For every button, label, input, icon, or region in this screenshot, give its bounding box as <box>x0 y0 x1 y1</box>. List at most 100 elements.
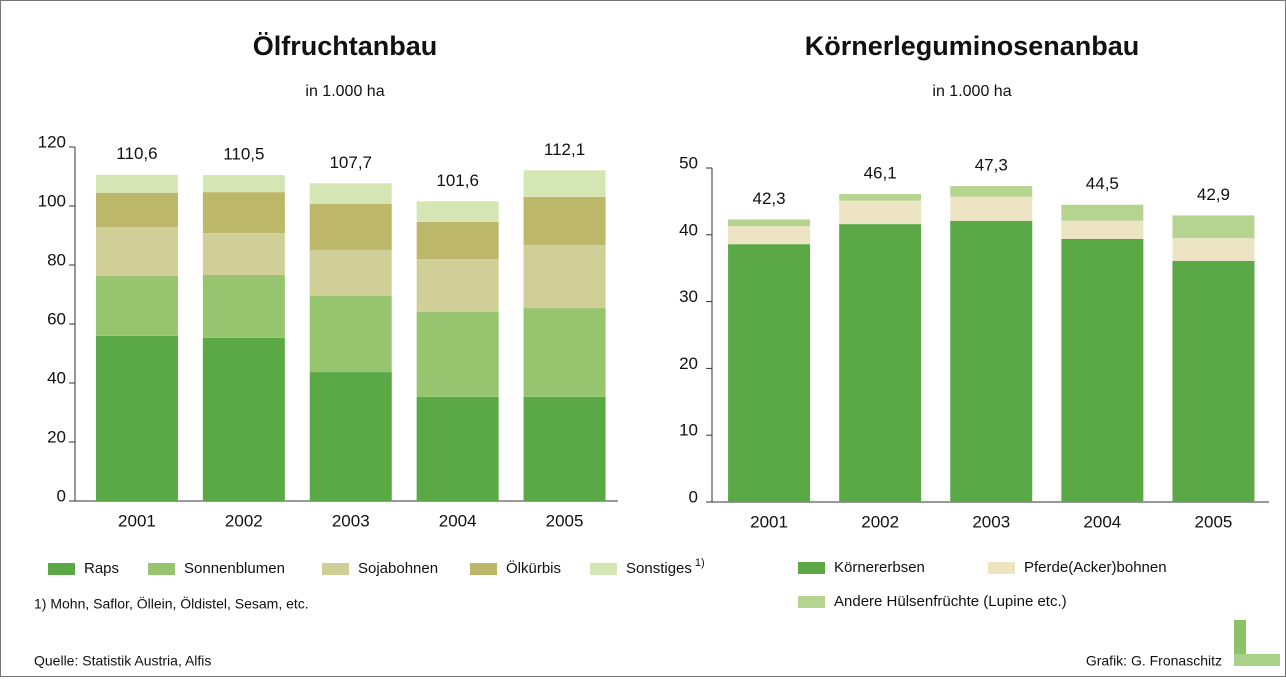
x-tick-label: 2003 <box>332 511 370 530</box>
bar-segment <box>416 201 499 222</box>
bar-segment <box>95 226 178 276</box>
legend-label: Raps <box>84 560 119 577</box>
total-label: 42,3 <box>753 189 786 208</box>
bar-segment <box>202 175 285 193</box>
bar-segment <box>523 396 606 501</box>
source: Quelle: Statistik Austria, Alfis <box>34 653 211 669</box>
legend-swatch <box>322 563 349 575</box>
footnote-marker: 1) <box>695 557 705 569</box>
legend-swatch <box>798 596 825 608</box>
bar-segment <box>95 275 178 336</box>
footnote: 1) Mohn, Saflor, Öllein, Öldistel, Sesam… <box>34 595 309 612</box>
logo-foot <box>1234 654 1280 666</box>
bar-segment <box>950 220 1033 502</box>
legend-label: Ölkürbis <box>506 559 561 577</box>
x-tick-label: 2001 <box>750 512 788 531</box>
bar-segment <box>839 224 922 502</box>
bar-segment <box>523 196 606 245</box>
legend-swatch <box>470 563 497 575</box>
x-tick-label: 2003 <box>972 512 1010 531</box>
bar-segment <box>95 192 178 227</box>
bar-segment <box>839 194 922 201</box>
bar-segment <box>728 244 811 503</box>
legend-swatch <box>590 563 617 575</box>
bar-segment <box>309 183 392 204</box>
bar-segment <box>416 311 499 397</box>
legend-label: Sojabohnen <box>358 560 438 577</box>
total-label: 110,6 <box>116 144 157 163</box>
y-tick-label: 120 <box>38 132 66 151</box>
bar-segment <box>950 196 1033 221</box>
total-label: 47,3 <box>975 156 1008 175</box>
bar-segment <box>1061 204 1144 221</box>
bar-segment <box>202 192 285 234</box>
y-tick-label: 40 <box>47 368 66 387</box>
legend-label: Sonstiges <box>626 560 692 577</box>
y-tick-label: 80 <box>47 250 66 269</box>
chart-title: Körnerleguminosenanbau <box>805 31 1140 61</box>
bar-segment <box>950 186 1033 197</box>
bar-segment <box>728 219 811 227</box>
legend-label: Pferde(Acker)bohnen <box>1024 559 1167 576</box>
x-tick-label: 2002 <box>861 512 899 531</box>
y-tick-label: 0 <box>57 486 66 505</box>
x-tick-label: 2002 <box>225 511 263 530</box>
bar-segment <box>202 233 285 276</box>
chart-subtitle: in 1.000 ha <box>305 83 384 100</box>
y-tick-label: 20 <box>679 354 698 373</box>
chart-subtitle: in 1.000 ha <box>932 83 1011 100</box>
bar-segment <box>416 259 499 312</box>
total-label: 107,7 <box>329 153 372 172</box>
bar-segment <box>523 244 606 309</box>
y-tick-label: 10 <box>679 421 698 440</box>
y-tick-label: 30 <box>679 287 698 306</box>
legend-swatch <box>148 563 175 575</box>
total-label: 110,5 <box>223 145 264 164</box>
bar-segment <box>1172 238 1255 261</box>
total-label: 44,5 <box>1086 174 1119 193</box>
x-tick-label: 2005 <box>1195 512 1233 531</box>
bar-segment <box>1061 238 1144 503</box>
total-label: 101,6 <box>436 171 479 190</box>
legend-label: Andere Hülsenfrüchte (Lupine etc.) <box>834 593 1067 610</box>
bar-segment <box>95 335 178 501</box>
y-tick-label: 100 <box>38 191 66 210</box>
chart: Körnerleguminosenanbau in 1.000 ha 0 10 20 30… <box>679 31 1269 610</box>
x-tick-label: 2001 <box>118 511 156 530</box>
y-tick-label: 20 <box>47 427 66 446</box>
y-tick-label: 50 <box>679 153 698 172</box>
x-tick-label: 2004 <box>1083 512 1121 531</box>
x-tick-label: 2005 <box>546 511 584 530</box>
legend-swatch <box>48 563 75 575</box>
bar-segment <box>309 203 392 250</box>
bar-segment <box>728 226 811 245</box>
logo <box>1234 620 1280 666</box>
bar-segment <box>416 396 499 501</box>
total-label: 112,1 <box>544 140 585 159</box>
bar-segment <box>309 249 392 296</box>
x-tick-label: 2004 <box>439 511 477 530</box>
legend-swatch <box>798 562 825 574</box>
bar-segment <box>523 308 606 397</box>
bar-segment <box>309 295 392 373</box>
bar-segment <box>202 337 285 501</box>
bar-segment <box>839 200 922 225</box>
total-label: 46,1 <box>864 164 897 183</box>
bar-segment <box>1172 260 1255 502</box>
total-label: 42,9 <box>1197 185 1230 204</box>
y-tick-label: 0 <box>689 487 698 506</box>
legend-label: Körnererbsen <box>834 559 925 576</box>
bar-segment <box>1061 220 1144 239</box>
y-tick-label: 60 <box>47 309 66 328</box>
bar-segment <box>416 221 499 260</box>
credit: Grafik: G. Fronaschitz <box>1086 653 1222 669</box>
bar-segment <box>309 372 392 501</box>
y-tick-label: 40 <box>679 220 698 239</box>
bar-segment <box>95 174 178 193</box>
chart-title: Ölfruchtanbau <box>253 31 438 61</box>
bar-segment <box>202 275 285 338</box>
legend-label: Sonnenblumen <box>184 560 285 577</box>
legend-swatch <box>988 562 1015 574</box>
